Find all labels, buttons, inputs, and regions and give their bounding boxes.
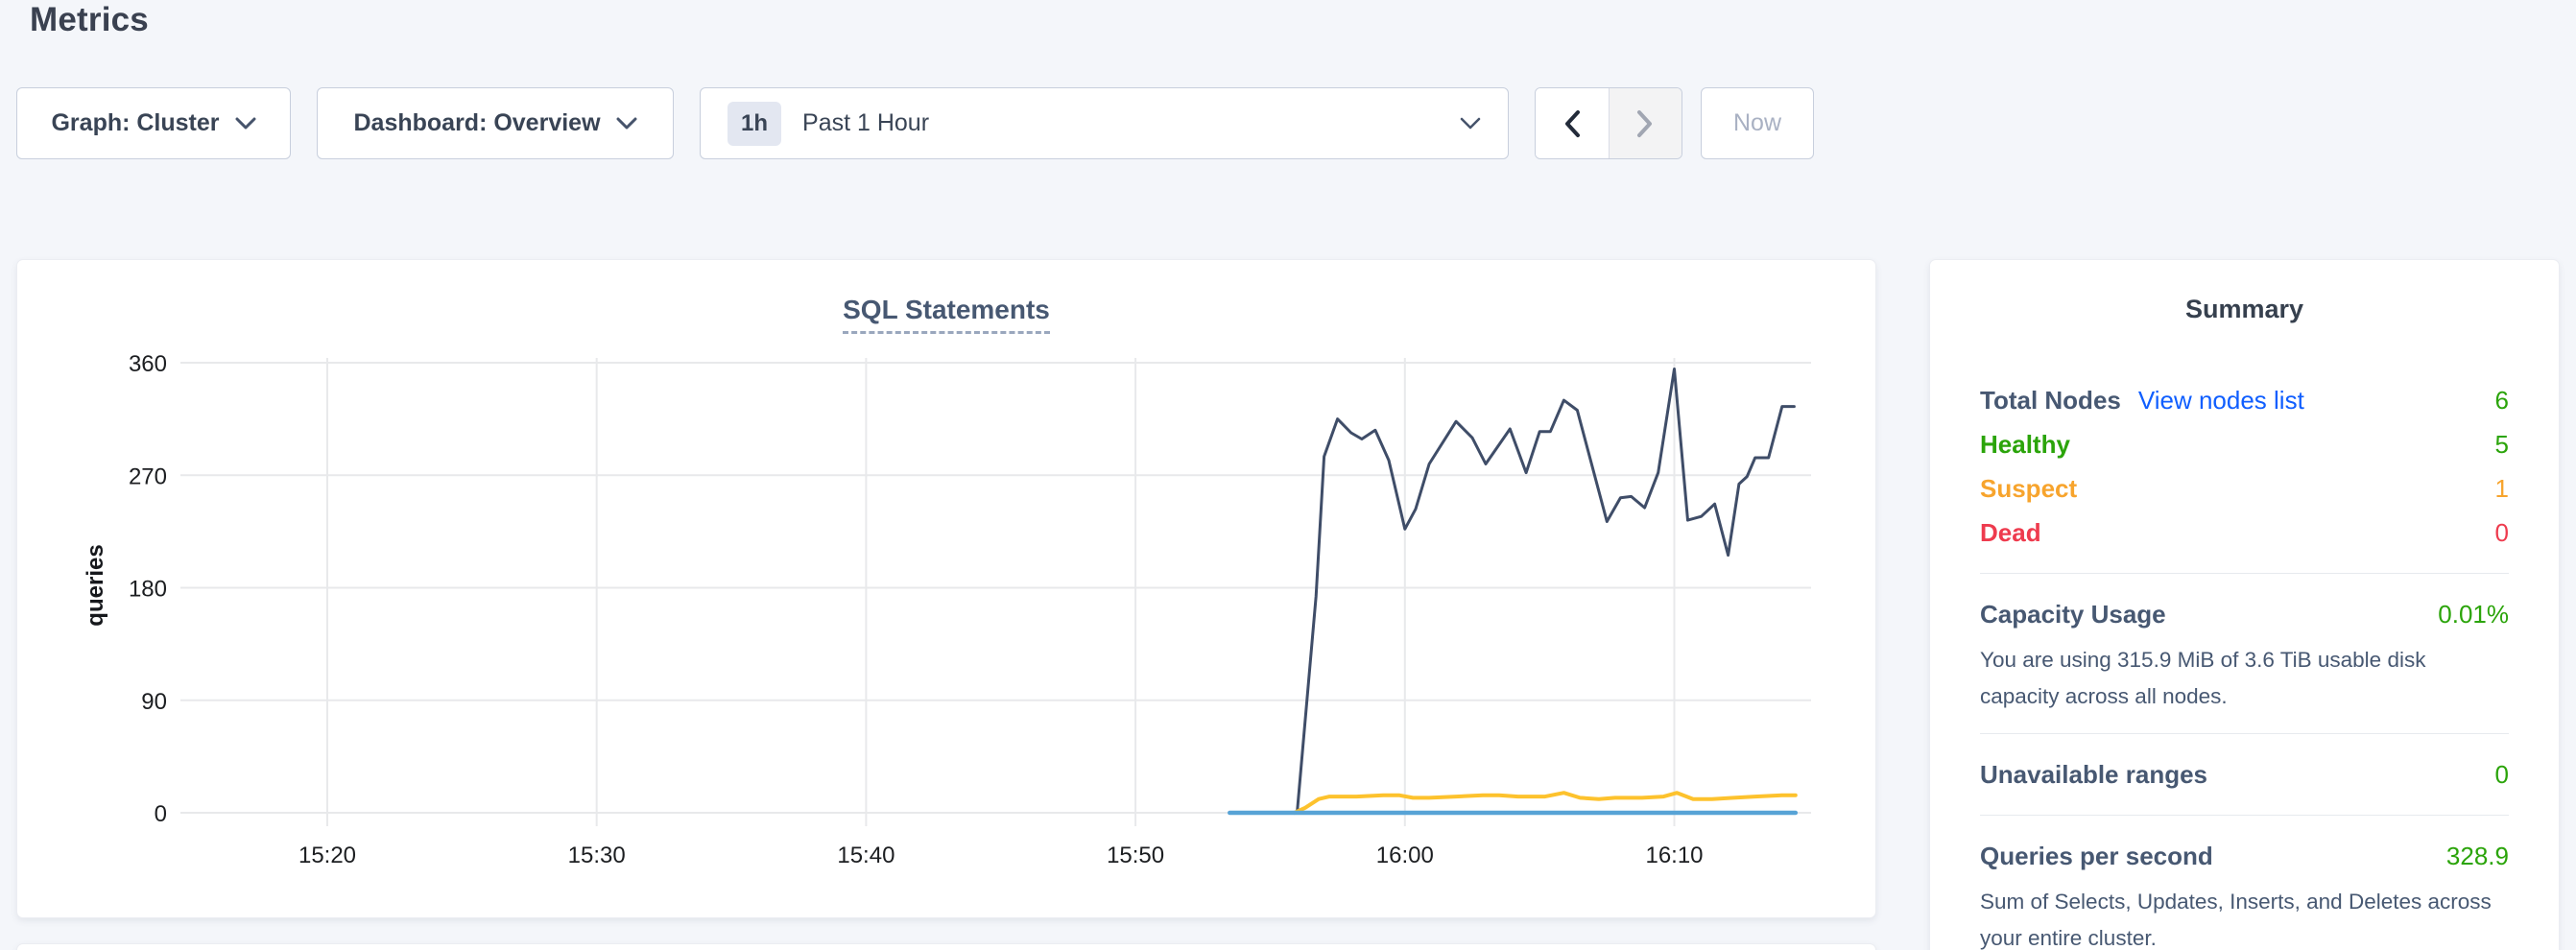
chevron-down-icon: [1460, 117, 1481, 130]
x-tick-label: 15:20: [298, 843, 356, 868]
total-nodes-row: Total Nodes View nodes list 6: [1980, 378, 2509, 422]
capacity-usage-label: Capacity Usage: [1980, 599, 2166, 629]
unavailable-ranges-value: 0: [2494, 759, 2509, 789]
suspect-label: Suspect: [1980, 473, 2078, 503]
y-tick-label: 90: [141, 689, 167, 715]
queries-per-second-label: Queries per second: [1980, 841, 2213, 870]
y-tick-label: 360: [129, 351, 167, 377]
page-title: Metrics: [30, 1, 149, 38]
suspect-nodes-row: Suspect 1: [1980, 466, 2509, 511]
prev-time-button[interactable]: [1536, 88, 1609, 158]
suspect-value: 1: [2494, 473, 2509, 503]
unavailable-ranges-label: Unavailable ranges: [1980, 759, 2207, 789]
capacity-usage-row: Capacity Usage 0.01%: [1980, 592, 2509, 636]
x-tick-label: 16:00: [1376, 843, 1434, 868]
dead-value: 0: [2494, 517, 2509, 547]
y-tick-label: 0: [155, 801, 167, 827]
dead-label: Dead: [1980, 517, 2041, 547]
sql-statements-chart-card: SQL Statements queries 0 90 180 270 360 15:20…: [16, 259, 1876, 918]
unavailable-ranges-row: Unavailable ranges 0: [1980, 752, 2509, 796]
controls-bar: Graph: Cluster Dashboard: Overview 1h Pa…: [0, 87, 2576, 159]
total-nodes-label: Total Nodes: [1980, 385, 2121, 415]
divider: [1980, 815, 2509, 816]
dead-nodes-row: Dead 0: [1980, 511, 2509, 555]
x-tick-label: 16:10: [1645, 843, 1703, 868]
chevron-right-icon: [1636, 109, 1654, 138]
chevron-down-icon: [235, 117, 256, 130]
chevron-down-icon: [616, 117, 637, 130]
summary-panel: Summary Total Nodes View nodes list 6 He…: [1929, 259, 2560, 950]
divider: [1980, 733, 2509, 734]
y-tick-label: 180: [129, 577, 167, 603]
healthy-nodes-row: Healthy 5: [1980, 422, 2509, 466]
summary-title: Summary: [2184, 295, 2304, 323]
queries-per-second-value: 328.9: [2445, 841, 2509, 870]
navy-line: [1296, 368, 1796, 815]
chevron-left-icon: [1563, 109, 1581, 138]
x-tick-label: 15:30: [568, 843, 626, 868]
now-button[interactable]: Now: [1701, 87, 1814, 159]
time-window-badge: 1h: [727, 101, 782, 146]
capacity-usage-description: You are using 315.9 MiB of 3.6 TiB usabl…: [1980, 648, 2426, 708]
x-tick-label: 15:40: [837, 843, 894, 868]
healthy-label: Healthy: [1980, 429, 2070, 459]
sql-statements-chart[interactable]: 0 90 180 270 360 15:20 15:30 15:40 15:50 16:00 16:…: [17, 260, 1877, 919]
x-tick-label: 15:50: [1107, 843, 1164, 868]
queries-per-second-row: Queries per second 328.9: [1980, 834, 2509, 878]
total-nodes-value: 6: [2494, 385, 2509, 415]
time-nav-arrows: [1535, 87, 1682, 159]
yellow-line: [1292, 791, 1798, 815]
graph-dropdown[interactable]: Graph: Cluster: [16, 87, 291, 159]
queries-per-second-description: Sum of Selects, Updates, Inserts, and De…: [1980, 890, 2492, 950]
graph-dropdown-label: Graph: Cluster: [51, 109, 220, 136]
next-chart-card: [16, 943, 1876, 950]
next-time-button[interactable]: [1608, 88, 1682, 158]
dashboard-dropdown-label: Dashboard: Overview: [353, 109, 601, 136]
divider: [1980, 573, 2509, 574]
chart-title-wrap: SQL Statements: [17, 295, 1875, 334]
healthy-value: 5: [2494, 429, 2509, 459]
view-nodes-list-link[interactable]: View nodes list: [2137, 385, 2304, 415]
time-window-selector[interactable]: 1h Past 1 Hour: [700, 87, 1509, 159]
y-tick-label: 270: [129, 463, 167, 489]
time-window-label: Past 1 Hour: [802, 109, 930, 136]
dashboard-dropdown[interactable]: Dashboard: Overview: [317, 87, 674, 159]
capacity-usage-value: 0.01%: [2438, 599, 2509, 629]
chart-title[interactable]: SQL Statements: [843, 295, 1050, 334]
